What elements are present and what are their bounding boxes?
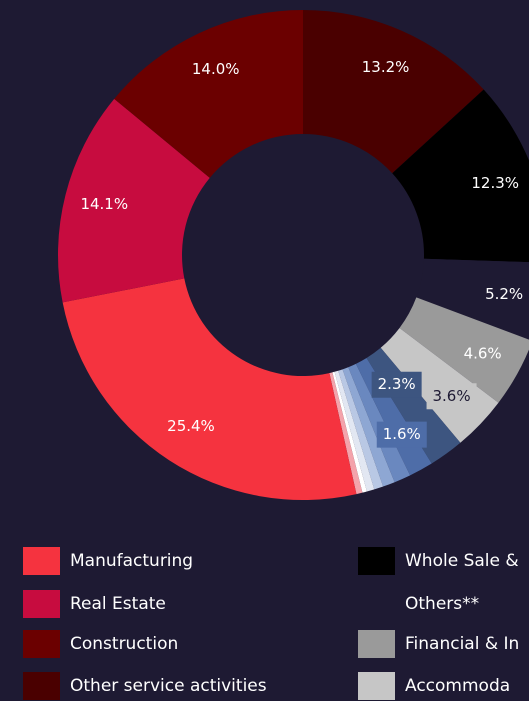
legend-label: Accommoda xyxy=(405,676,510,696)
legend-label: Financial & In xyxy=(405,634,519,654)
value-label: 1.6% xyxy=(383,425,421,443)
label-box xyxy=(371,371,422,398)
value-label: 13.2% xyxy=(362,58,410,76)
slice xyxy=(332,371,367,493)
legend-label: Manufacturing xyxy=(70,551,193,571)
legend-label: Other service activities xyxy=(70,676,267,696)
value-label: 14.1% xyxy=(80,195,128,213)
legend-swatch xyxy=(358,590,395,618)
value-label: 4.6% xyxy=(464,344,502,362)
value-label: 3.6% xyxy=(432,387,470,405)
value-label: 25.4% xyxy=(167,417,215,435)
legend-label: Construction xyxy=(70,634,178,654)
label-box xyxy=(457,340,508,367)
legend-label: Real Estate xyxy=(70,594,166,614)
slice xyxy=(342,367,395,487)
slice xyxy=(62,278,357,500)
legend-swatch xyxy=(23,547,60,575)
legend-label: Others** xyxy=(405,594,479,614)
legend-swatch xyxy=(23,672,60,700)
value-label: 12.3% xyxy=(471,174,519,192)
slice xyxy=(58,98,210,303)
slice xyxy=(114,10,303,178)
label-box xyxy=(426,383,477,410)
slice xyxy=(392,89,529,263)
legend-swatch xyxy=(358,630,395,658)
value-label: 2.3% xyxy=(378,375,416,393)
legend-swatch xyxy=(23,590,60,618)
legend-swatch xyxy=(358,672,395,700)
legend-swatch xyxy=(358,547,395,575)
slice xyxy=(338,369,384,490)
slice xyxy=(329,372,363,495)
slice xyxy=(334,370,375,492)
slice xyxy=(303,10,484,174)
slice xyxy=(416,258,529,340)
label-box xyxy=(376,421,427,448)
value-label: 14.0% xyxy=(192,60,240,78)
legend-label: Whole Sale & xyxy=(405,551,519,571)
legend-swatch xyxy=(23,630,60,658)
value-label: 5.2% xyxy=(485,285,523,303)
